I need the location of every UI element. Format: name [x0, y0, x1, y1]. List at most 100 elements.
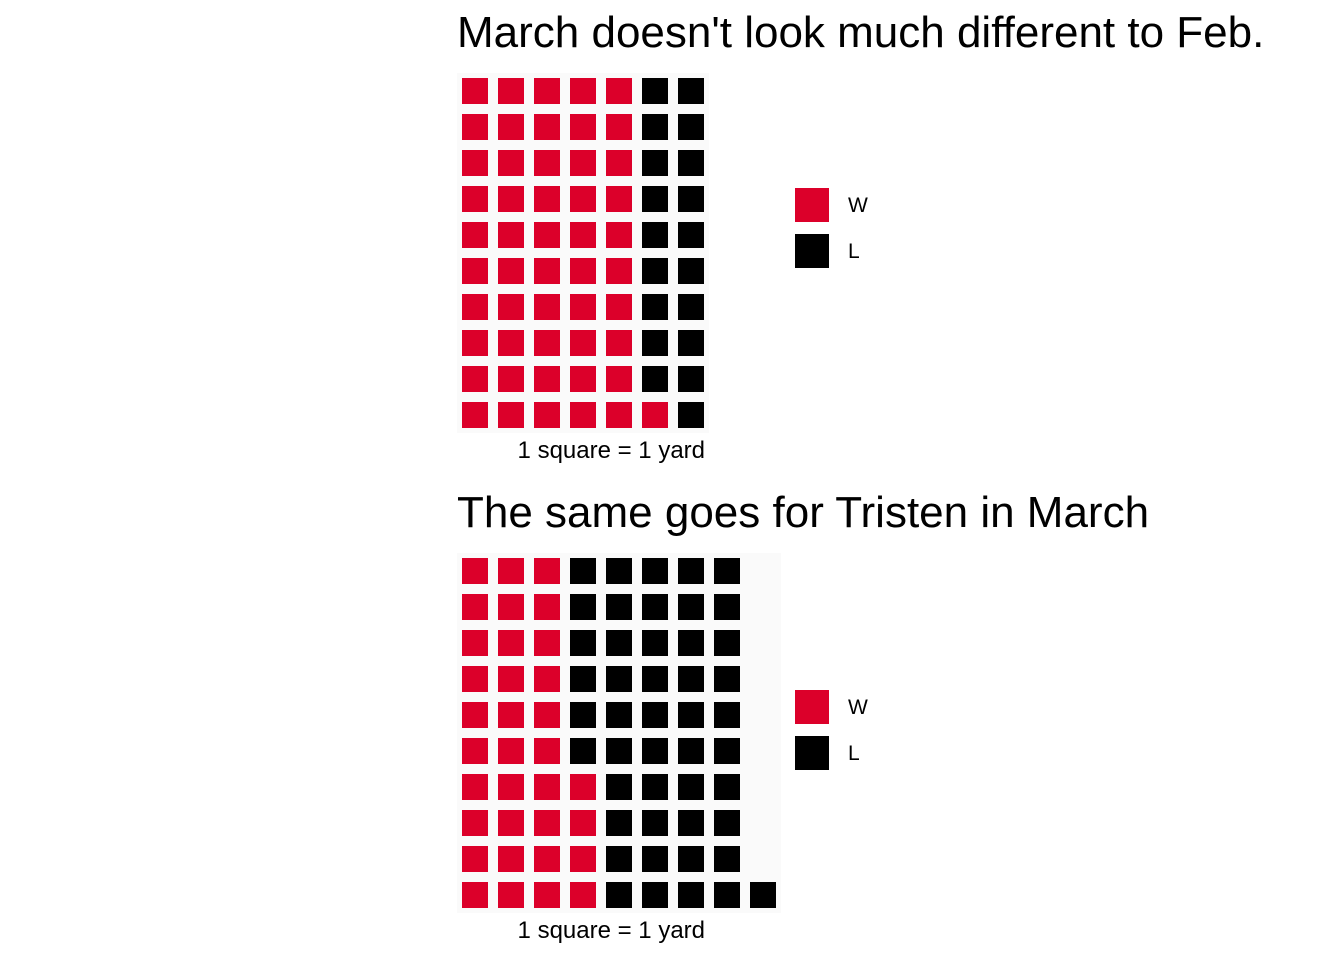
- waffle-square-w: [534, 774, 560, 800]
- legend-key-l: [795, 234, 829, 268]
- waffle-square-w: [534, 594, 560, 620]
- waffle-square-w: [606, 150, 632, 176]
- waffle-square-l: [714, 846, 740, 872]
- waffle-square-w: [498, 810, 524, 836]
- waffle-square-w: [462, 258, 488, 284]
- waffle-square-l: [642, 330, 668, 356]
- waffle-square-l: [642, 810, 668, 836]
- waffle-square-l: [570, 630, 596, 656]
- waffle-square-w: [570, 402, 596, 428]
- waffle-square-w: [570, 810, 596, 836]
- waffle-square-l: [570, 666, 596, 692]
- waffle-square-w: [570, 258, 596, 284]
- waffle-square-l: [678, 702, 704, 728]
- waffle-square-l: [606, 774, 632, 800]
- waffle-square-l: [642, 882, 668, 908]
- waffle-square-w: [570, 150, 596, 176]
- waffle-square-w: [570, 774, 596, 800]
- waffle-square-w: [606, 258, 632, 284]
- waffle-square-w: [462, 402, 488, 428]
- waffle-square-w: [498, 558, 524, 584]
- waffle-square-l: [570, 558, 596, 584]
- waffle-square-l: [714, 810, 740, 836]
- waffle-square-w: [606, 366, 632, 392]
- waffle-square-w: [534, 294, 560, 320]
- waffle-square-w: [498, 114, 524, 140]
- waffle-square-l: [642, 186, 668, 212]
- waffle-square-w: [498, 78, 524, 104]
- waffle-panel-2: The same goes for Tristen in March 1 squ…: [0, 480, 1344, 960]
- waffle-square-l: [714, 738, 740, 764]
- waffle-square-l: [606, 738, 632, 764]
- waffle-square-l: [678, 222, 704, 248]
- waffle-square-l: [714, 666, 740, 692]
- waffle-square-w: [534, 630, 560, 656]
- waffle-square-l: [714, 558, 740, 584]
- legend-key-l: [795, 736, 829, 770]
- waffle-square-w: [606, 186, 632, 212]
- waffle-square-w: [498, 594, 524, 620]
- waffle-square-w: [570, 366, 596, 392]
- waffle-square-w: [462, 558, 488, 584]
- waffle-square-w: [534, 78, 560, 104]
- waffle-square-l: [678, 366, 704, 392]
- waffle-square-l: [678, 294, 704, 320]
- chart-title: March doesn't look much different to Feb…: [457, 8, 1265, 57]
- waffle-square-w: [498, 330, 524, 356]
- waffle-square-l: [606, 810, 632, 836]
- waffle-square-w: [498, 294, 524, 320]
- waffle-square-w: [534, 150, 560, 176]
- chart-caption: 1 square = 1 yard: [517, 437, 705, 464]
- waffle-square-w: [534, 258, 560, 284]
- waffle-square-l: [678, 186, 704, 212]
- waffle-square-l: [714, 882, 740, 908]
- waffle-square-w: [462, 150, 488, 176]
- waffle-square-l: [678, 738, 704, 764]
- waffle-square-w: [534, 702, 560, 728]
- waffle-square-l: [642, 846, 668, 872]
- waffle-square-l: [642, 558, 668, 584]
- waffle-square-w: [570, 222, 596, 248]
- waffle-square-w: [534, 846, 560, 872]
- waffle-square-w: [570, 846, 596, 872]
- waffle-square-w: [606, 114, 632, 140]
- waffle-square-l: [678, 114, 704, 140]
- waffle-square-w: [534, 738, 560, 764]
- chart-caption: 1 square = 1 yard: [517, 917, 705, 944]
- waffle-square-w: [570, 330, 596, 356]
- waffle-square-w: [570, 114, 596, 140]
- waffle-square-l: [678, 150, 704, 176]
- waffle-square-w: [498, 738, 524, 764]
- waffle-square-w: [498, 402, 524, 428]
- waffle-square-l: [678, 594, 704, 620]
- waffle-square-w: [570, 882, 596, 908]
- waffle-square-l: [678, 774, 704, 800]
- waffle-grid: [457, 553, 781, 913]
- waffle-square-w: [534, 666, 560, 692]
- waffle-square-l: [642, 702, 668, 728]
- waffle-square-w: [606, 294, 632, 320]
- waffle-square-l: [678, 78, 704, 104]
- waffle-square-l: [606, 846, 632, 872]
- waffle-square-w: [462, 330, 488, 356]
- waffle-square-l: [714, 774, 740, 800]
- waffle-square-w: [462, 222, 488, 248]
- legend-key-w: [795, 188, 829, 222]
- waffle-square-w: [498, 882, 524, 908]
- waffle-square-w: [534, 558, 560, 584]
- waffle-square-l: [642, 366, 668, 392]
- waffle-square-w: [498, 774, 524, 800]
- waffle-square-w: [498, 366, 524, 392]
- waffle-square-w: [498, 258, 524, 284]
- waffle-square-l: [678, 330, 704, 356]
- waffle-square-w: [498, 666, 524, 692]
- legend-key-w: [795, 690, 829, 724]
- waffle-square-w: [570, 78, 596, 104]
- waffle-square-w: [462, 114, 488, 140]
- legend-label-l: L: [848, 240, 860, 263]
- waffle-square-w: [462, 366, 488, 392]
- waffle-square-l: [678, 402, 704, 428]
- waffle-square-l: [606, 666, 632, 692]
- waffle-square-l: [678, 666, 704, 692]
- waffle-square-l: [678, 846, 704, 872]
